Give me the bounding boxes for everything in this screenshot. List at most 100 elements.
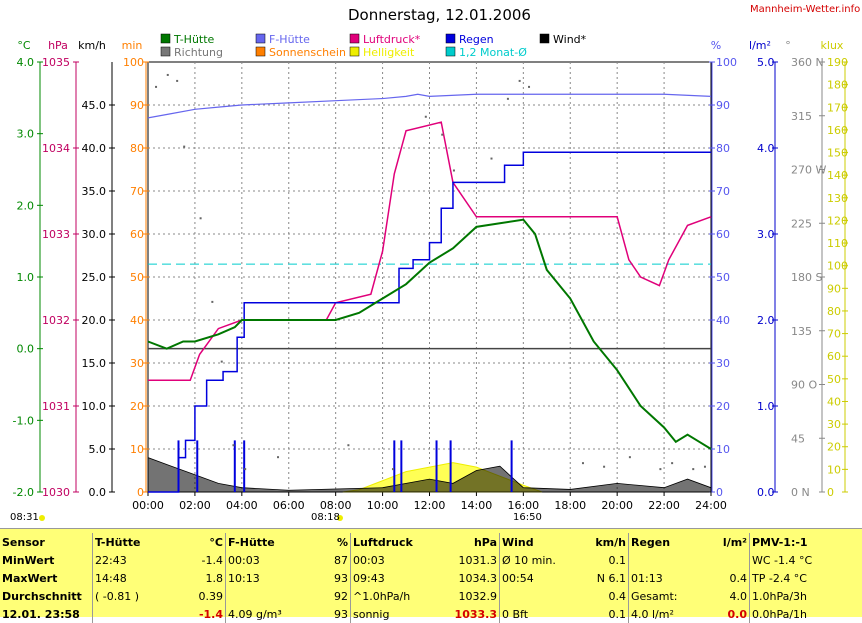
wind-direction-dot [424,115,427,118]
axis-label-klux: 0 [827,486,834,499]
wind-direction-dot [391,468,394,471]
summary-cell: Durchschnitt [2,589,82,603]
legend-swatch [445,46,456,57]
axis-label-dir: 360 N [791,56,824,69]
summary-row: Durchschnitt ( -0.81 ) 0.39 92 ^1.0hPa/h 1032… [0,587,854,605]
summary-cell: 0 Bft [499,605,584,623]
x-tick-label: 18:00 [554,499,586,512]
summary-cell: 0.4 [729,571,748,585]
axis-label-c: -2.0 [13,486,34,499]
wind-direction-dot [628,456,631,459]
axis-label-pct: 90 [716,99,730,112]
axis-label-min: 100 [123,56,144,69]
axis-label-klux: 30 [827,418,841,431]
axis-label-kmh: 5.0 [89,443,107,456]
axis-label-min: 70 [130,185,144,198]
axis-label-kmh: 10.0 [82,400,107,413]
axis-label-kmh: 45.0 [82,99,107,112]
summary-header-cell: Regen [628,533,709,551]
summary-cell: 1032.9 [458,589,498,603]
axis-label-dir: 315 [791,110,812,123]
summary-cell: 0.0 [727,607,748,621]
axis-label-klux: 190 [827,56,848,69]
wind-direction-dot [692,468,695,471]
legend-swatch [445,33,456,44]
weather-chart: 4.03.02.01.00.0-1.0-2.0°C103510341033103… [13,33,848,521]
summary-header-cell: F-Hütte [225,533,308,551]
legend-swatch [160,46,171,57]
summary-header-cell: km/h [595,535,626,549]
summary-cell: 00:03 [350,551,435,569]
summary-cell: 00:03 [225,551,308,569]
axis-label-hpa: 1033 [42,228,70,241]
x-tick-label: 00:00 [132,499,164,512]
axis-unit-lm2: l/m² [749,39,771,52]
axis-label-kmh: 0.0 [89,486,107,499]
legend-swatch [349,33,360,44]
summary-cell: 4.0 l/m² [628,605,709,623]
wind-direction-dot [506,97,509,100]
wind-direction-dot [659,468,662,471]
summary-cell: -1.4 [198,607,223,621]
axis-label-pct: 40 [716,314,730,327]
axis-label-kmh: 20.0 [82,314,107,327]
axis-label-lm2: 0.0 [757,486,775,499]
legend-label: Sonnenschein [269,46,346,59]
axis-label-klux: 180 [827,79,848,92]
x-tick-label: 16:00 [507,499,539,512]
wind-direction-dot [199,217,202,220]
axis-label-klux: 80 [827,305,841,318]
summary-cell: WC -1.4 °C [749,551,854,569]
summary-cell: -1.4 [201,553,223,567]
legend-label: Regen [459,33,494,46]
legend-label: Luftdruck* [363,33,421,46]
axis-label-klux: 60 [827,350,841,363]
legend-label: T-Hütte [173,33,215,46]
x-tick-label: 10:00 [367,499,399,512]
wind-direction-dot [347,444,350,447]
axis-label-klux: 20 [827,441,841,454]
x-tick-label: 02:00 [179,499,211,512]
axis-label-min: 60 [130,228,144,241]
x-tick-label: 14:00 [461,499,493,512]
wind-direction-dot [603,465,606,468]
wind-direction-dot [232,444,235,447]
summary-cell [92,605,177,623]
summary-row: 12.01. 23:58 -1.4 4.09 g/m³ 93 sonnig 1033.3 0… [0,605,854,623]
axis-label-klux: 120 [827,214,848,227]
wind-direction-dot [528,85,531,88]
axis-label-klux: 160 [827,124,848,137]
legend-label: 1,2 Monat-Ø [459,46,527,59]
axis-label-c: 2.0 [17,199,35,212]
axis-label-hpa: 1031 [42,400,70,413]
axis-label-lm2: 3.0 [757,228,775,241]
axis-label-klux: 110 [827,237,848,250]
site-link[interactable]: Mannheim-Wetter.info [750,4,861,15]
summary-cell: 93 [334,607,348,621]
wind-direction-dot [671,462,674,465]
summary-header-cell: hPa [473,535,497,549]
sunrise-marker [337,515,343,521]
axis-unit-c: °C [17,39,31,52]
summary-header-row: Sensor T-Hütte °C F-Hütte% Luftdruck hPa Wind k… [0,533,854,551]
legend-swatch [160,33,171,44]
axis-label-pct: 0 [716,486,723,499]
axis-label-klux: 100 [827,260,848,273]
x-tick-label: 24:00 [695,499,727,512]
summary-cell: Ø 10 min. [499,551,584,569]
x-tick-label: 12:00 [414,499,446,512]
wind-direction-dot [518,79,521,82]
summary-cell: Gesamt: [628,587,709,605]
summary-cell: 10:13 [225,569,308,587]
summary-cell: MaxWert [2,571,58,585]
axis-label-min: 10 [130,443,144,456]
axis-label-dir: 90 O [791,379,817,392]
axis-label-dir: 225 [791,217,812,230]
x-tick-label: 06:00 [273,499,305,512]
axis-label-dir: 45 [791,432,805,445]
legend-swatch [539,33,550,44]
legend-swatch [349,46,360,57]
axis-label-lm2: 1.0 [757,400,775,413]
axis-label-min: 30 [130,357,144,370]
summary-cell: 0.1 [608,553,627,567]
